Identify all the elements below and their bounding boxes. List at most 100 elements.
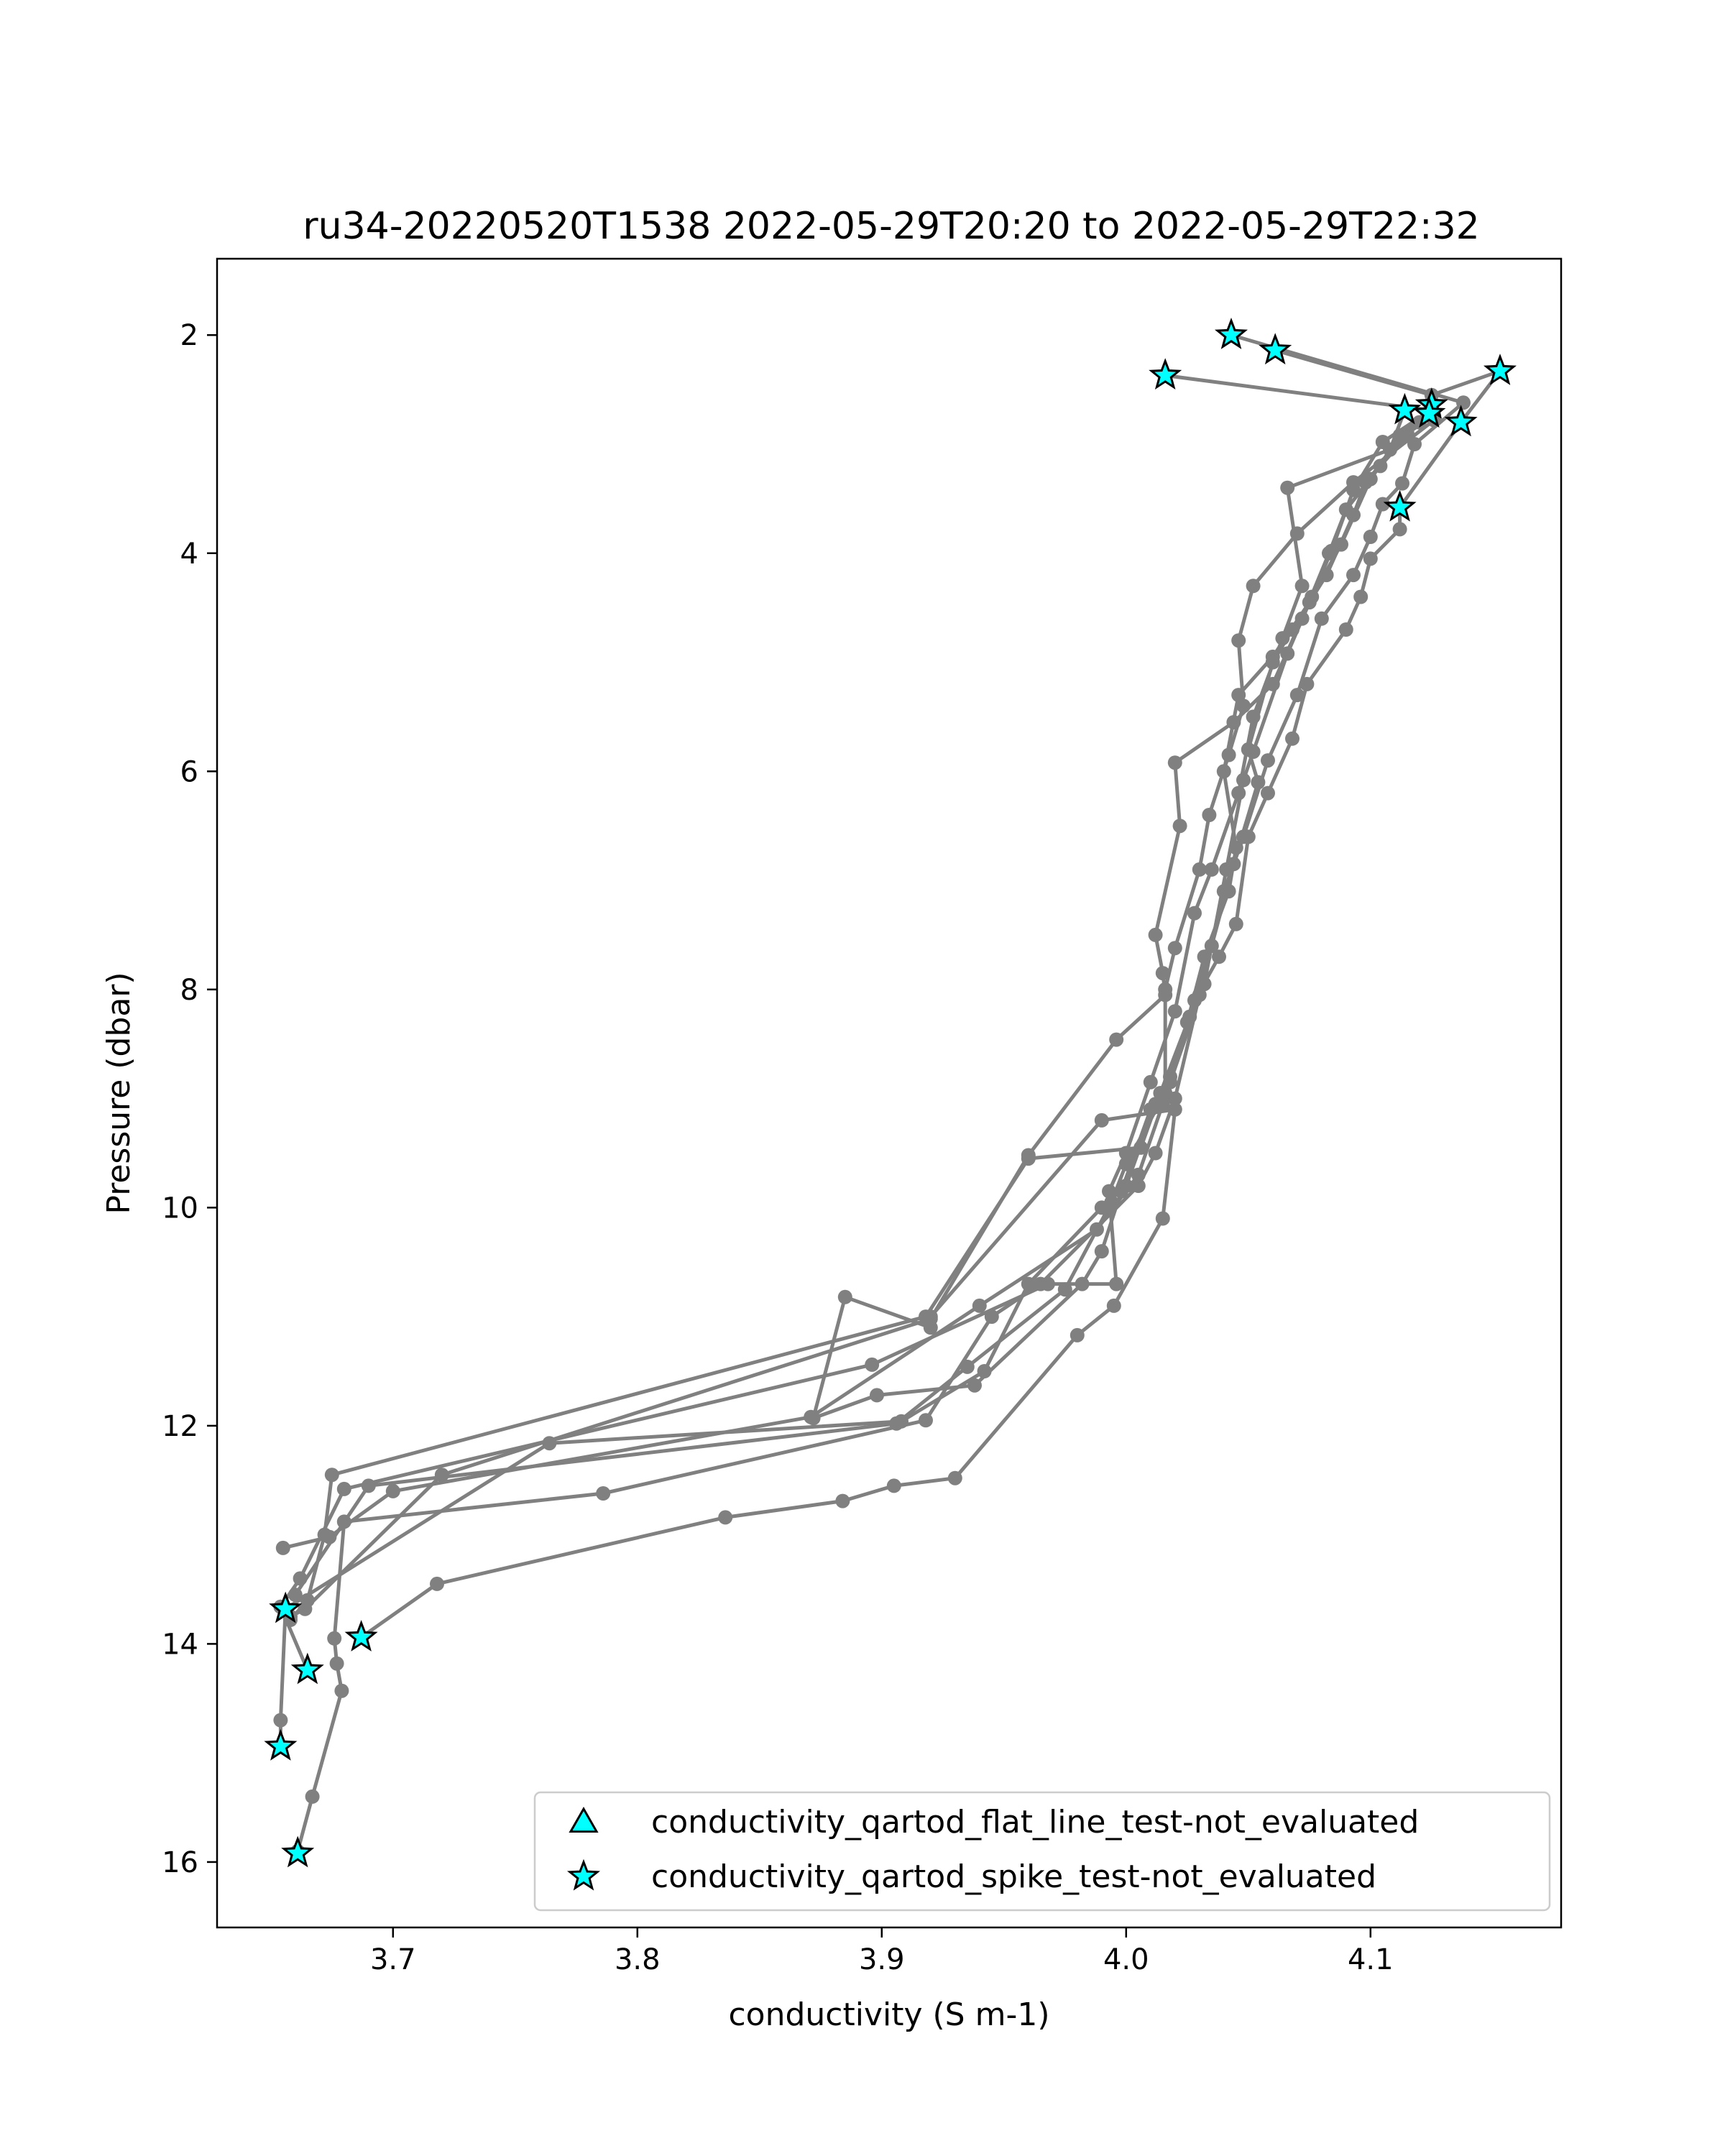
data-point: [1148, 1146, 1163, 1161]
data-point: [1363, 530, 1378, 544]
legend-label: conductivity_qartod_spike_test-not_evalu…: [651, 1858, 1376, 1895]
spike-flag-star: [1444, 405, 1478, 437]
data-point: [1353, 589, 1368, 604]
data-point: [1338, 502, 1353, 517]
data-point: [1167, 1004, 1182, 1019]
data-point: [596, 1486, 611, 1501]
data-point: [1251, 775, 1266, 790]
data-point: [977, 1364, 992, 1378]
data-point: [324, 1468, 339, 1483]
profile-line-3: [278, 349, 1502, 1747]
legend-box: [533, 1791, 1551, 1912]
data-point: [1275, 631, 1290, 646]
spike-flag-star: [1149, 358, 1182, 390]
data-point: [275, 1540, 290, 1555]
data-point: [1131, 1167, 1146, 1182]
data-point: [1167, 755, 1182, 770]
data-point: [1155, 1097, 1170, 1112]
y-tick-label: 16: [162, 1846, 198, 1879]
data-point: [1202, 808, 1217, 822]
spike-flag-star: [1259, 333, 1292, 365]
data-point: [1118, 1146, 1133, 1161]
data-point: [1197, 949, 1212, 964]
data-point: [1294, 611, 1310, 626]
y-axis: 2 4 6 8 10 12 14 16: [162, 319, 217, 1879]
data-point: [804, 1409, 819, 1424]
axes-frame: [216, 257, 1563, 1929]
data-point: [1228, 840, 1243, 855]
x-tick-label: 4.1: [1348, 1943, 1394, 1976]
data-point: [336, 1514, 351, 1529]
data-point: [919, 1413, 933, 1428]
profile-line-4: [278, 410, 1407, 1671]
data-point: [1109, 1276, 1124, 1291]
y-tick-label: 2: [180, 319, 198, 352]
data-point: [1104, 1194, 1119, 1210]
data-point: [298, 1601, 313, 1616]
data-point: [288, 1588, 303, 1603]
data-point: [1373, 459, 1388, 474]
y-tick-label: 12: [162, 1410, 198, 1443]
data-point: [1294, 579, 1310, 594]
data-point: [1090, 1222, 1104, 1237]
x-axis: 3.7 3.8 3.9 4.0 4.1: [370, 1927, 1394, 1976]
data-point: [1148, 927, 1163, 942]
data-point: [718, 1510, 733, 1525]
data-point: [1375, 497, 1390, 512]
data-point: [1221, 884, 1236, 899]
data-point: [967, 1378, 982, 1393]
data-point: [1358, 475, 1373, 490]
data-point: [1363, 551, 1378, 566]
data-point: [1265, 676, 1280, 691]
data-point: [1261, 753, 1275, 768]
data-point: [960, 1359, 975, 1374]
data-point: [1231, 688, 1246, 703]
y-tick-label: 8: [180, 974, 198, 1007]
data-point: [1070, 1327, 1085, 1342]
profile-line-7: [293, 418, 1435, 1596]
data-point: [1285, 622, 1300, 637]
data-point: [1204, 862, 1219, 877]
x-axis-label: conductivity (S m-1): [728, 1996, 1049, 2033]
data-point: [385, 1483, 400, 1498]
data-point: [1109, 1032, 1124, 1047]
data-point: [1021, 1148, 1036, 1163]
data-point: [972, 1298, 987, 1313]
spike-flag-star: [290, 1652, 324, 1685]
data-point: [1456, 395, 1471, 410]
data-point: [434, 1468, 449, 1483]
y-axis-label: Pressure (dbar): [101, 972, 137, 1214]
data-point: [1322, 545, 1336, 561]
data-point: [1346, 568, 1361, 583]
data-point: [1241, 829, 1256, 844]
data-point: [1163, 1069, 1177, 1084]
data-point: [1289, 526, 1305, 541]
data-point: [1133, 1140, 1149, 1155]
profile-line-2: [295, 333, 1466, 1852]
data-point: [835, 1493, 850, 1508]
data-point: [1246, 709, 1261, 724]
data-point: [1192, 862, 1207, 877]
data-point: [1041, 1276, 1055, 1291]
data-point: [1118, 1179, 1133, 1193]
data-point: [1261, 786, 1275, 801]
data-point: [322, 1529, 337, 1544]
data-point: [1155, 966, 1170, 981]
data-point: [865, 1357, 880, 1372]
data-point: [1216, 764, 1231, 779]
legend-triangle-icon: [569, 1806, 599, 1833]
data-point: [1395, 476, 1409, 491]
data-point: [1265, 649, 1280, 664]
data-point: [1241, 742, 1256, 757]
spike-flag-star: [264, 1728, 298, 1761]
spike-flag-star: [1412, 396, 1446, 428]
chart-title: ru34-20220520T1538 2022-05-29T20:20 to 2…: [303, 205, 1479, 248]
plot-area: [264, 317, 1517, 1868]
data-point: [1407, 437, 1422, 451]
data-point: [1187, 906, 1202, 921]
data-point: [1167, 941, 1182, 956]
data-point: [1106, 1298, 1121, 1313]
data-point: [1179, 1015, 1195, 1030]
data-point: [1231, 633, 1246, 648]
data-point: [305, 1789, 320, 1804]
